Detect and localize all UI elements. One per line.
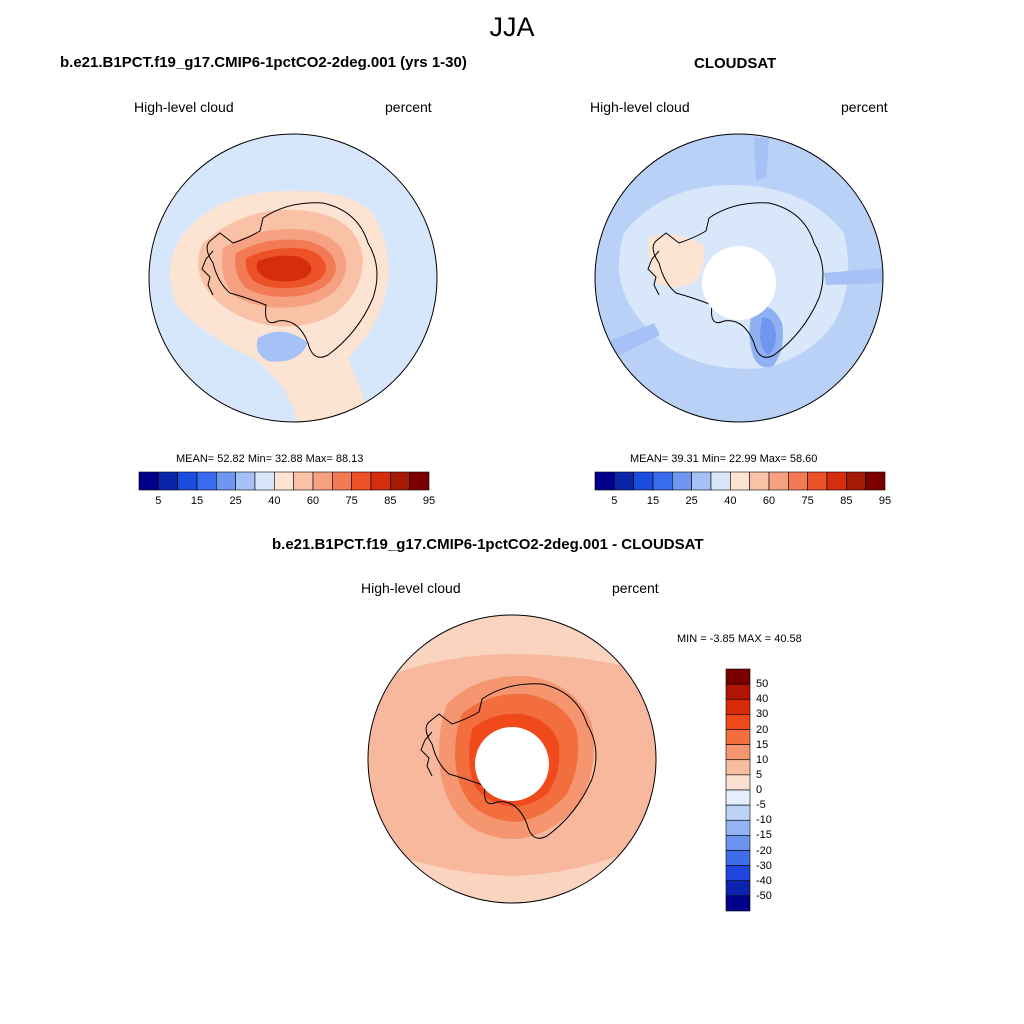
- model-colorbar-tick-label: 95: [422, 495, 436, 507]
- model-colorbar-ticks: 5 15 25 40 60 75 85 95: [139, 495, 435, 509]
- diff-colorbar-tick-label: -5: [756, 799, 766, 812]
- model-colorbar-swatch: [312, 471, 333, 491]
- obs-polar-map: [594, 133, 884, 423]
- model-colorbar-swatch: [332, 471, 352, 491]
- model-colorbar-swatch: [351, 471, 372, 491]
- model-antarctica-coastline: [206, 202, 378, 358]
- diff-stats: MIN = -3.85 MAX = 40.58: [677, 633, 802, 645]
- obs-colorbar-ticks: 5 15 25 40 60 75 85 95: [595, 495, 891, 509]
- model-colorbar: [138, 471, 430, 491]
- obs-colorbar-swatch: [865, 471, 886, 491]
- diff-colorbar-tick-label: 5: [756, 768, 763, 781]
- diff-colorbar-tick-label: -40: [756, 874, 772, 887]
- diff-panel-title: b.e21.B1PCT.f19_g17.CMIP6-1pctCO2-2deg.0…: [272, 536, 704, 553]
- model-colorbar-swatch: [293, 471, 314, 491]
- obs-colorbar-swatch: [730, 471, 750, 491]
- obs-peninsula-coastline: [647, 250, 660, 296]
- model-colorbar-swatch: [196, 471, 217, 491]
- obs-colorbar-swatch: [614, 471, 634, 491]
- model-peninsula-coastline: [201, 250, 214, 296]
- diff-polar-map: [367, 614, 657, 904]
- obs-colorbar-tick-label: 85: [840, 495, 853, 507]
- diff-colorbar: [725, 668, 751, 912]
- obs-colorbar-swatch: [691, 471, 712, 491]
- diff-peninsula-coastline: [420, 731, 433, 777]
- model-colorbar-tick-label: 5: [155, 495, 162, 507]
- diff-polar-gap: [475, 727, 549, 801]
- diff-colorbar-tick-label: 20: [756, 723, 769, 736]
- diff-colorbar-tick-label: -30: [756, 859, 772, 872]
- obs-colorbar-swatch: [672, 471, 692, 491]
- model-colorbar-swatch: [370, 471, 391, 491]
- obs-streak-1: [754, 138, 769, 181]
- diff-colorbar-tick-label: -50: [756, 889, 772, 902]
- obs-contour-60: [648, 234, 705, 287]
- model-colorbar-swatch: [409, 471, 430, 491]
- model-variable-label: High-level cloud: [134, 99, 234, 115]
- obs-colorbar-tick-label: 40: [724, 495, 737, 507]
- model-panel-title: b.e21.B1PCT.f19_g17.CMIP6-1pctCO2-2deg.0…: [60, 54, 467, 71]
- obs-polar-gap: [702, 246, 776, 320]
- diff-colorbar-tick-label: 30: [756, 708, 769, 721]
- obs-colorbar-swatch: [768, 471, 789, 491]
- obs-colorbar-swatch: [846, 471, 866, 491]
- model-colorbar-tick-label: 40: [268, 495, 281, 507]
- obs-colorbar-tick-label: 60: [762, 495, 776, 507]
- model-colorbar-tick-label: 25: [229, 495, 242, 507]
- diff-colorbar-tick-label: 0: [756, 784, 763, 796]
- obs-antarctica-coastline: [652, 202, 824, 358]
- model-polar-map: [148, 133, 438, 423]
- model-colorbar-swatch: [254, 471, 275, 491]
- diff-antarctica-coastline: [425, 683, 597, 839]
- model-colorbar-tick-label: 15: [190, 495, 204, 507]
- obs-colorbar-swatch: [652, 471, 673, 491]
- obs-colorbar-tick-label: 5: [611, 495, 618, 507]
- model-contour-low: [256, 331, 308, 362]
- model-colorbar-swatch: [390, 471, 410, 491]
- obs-colorbar-tick-label: 75: [801, 495, 814, 507]
- model-colorbar-swatch: [177, 471, 198, 491]
- diff-colorbar-tick-label: -15: [756, 829, 772, 842]
- obs-colorbar-swatch: [807, 471, 828, 491]
- model-colorbar-tick-label: 60: [306, 495, 320, 507]
- obs-colorbar-tick-label: 15: [646, 495, 660, 507]
- obs-colorbar-swatch: [710, 471, 731, 491]
- obs-contour-lowest: [760, 317, 776, 355]
- obs-streak-2: [824, 268, 883, 285]
- model-units-label: percent: [385, 99, 432, 115]
- diff-variable-label: High-level cloud: [361, 580, 461, 596]
- obs-panel-title: CLOUDSAT: [694, 55, 777, 72]
- obs-colorbar: [594, 471, 886, 491]
- model-stats: MEAN= 52.82 Min= 32.88 Max= 88.13: [176, 453, 364, 465]
- model-colorbar-tick-label: 75: [345, 495, 358, 507]
- main-title: JJA: [489, 12, 535, 42]
- obs-stats: MEAN= 39.31 Min= 22.99 Max= 58.60: [630, 453, 818, 465]
- obs-colorbar-swatch: [788, 471, 808, 491]
- obs-colorbar-swatch: [594, 471, 615, 491]
- diff-colorbar-tick-label: -20: [756, 844, 772, 857]
- obs-colorbar-tick-label: 25: [685, 495, 698, 507]
- diff-colorbar-tick-label: 15: [756, 738, 769, 751]
- obs-streak-3: [604, 323, 660, 359]
- model-contour-90: [256, 255, 312, 282]
- obs-colorbar-swatch: [633, 471, 654, 491]
- model-colorbar-swatch: [216, 471, 236, 491]
- model-colorbar-swatch: [274, 471, 294, 491]
- diff-colorbar-tick-label: 10: [756, 753, 769, 766]
- obs-colorbar-swatch: [826, 471, 847, 491]
- obs-units-label: percent: [841, 99, 888, 115]
- obs-colorbar-swatch: [749, 471, 770, 491]
- diff-units-label: percent: [612, 580, 659, 596]
- model-colorbar-swatch: [158, 471, 178, 491]
- obs-colorbar-tick-label: 95: [878, 495, 892, 507]
- obs-variable-label: High-level cloud: [590, 99, 690, 115]
- diff-colorbar-tick-label: -10: [756, 814, 772, 827]
- diff-colorbar-swatch: [725, 895, 751, 912]
- diff-colorbar-tick-label: 40: [756, 693, 769, 706]
- diff-colorbar-tick-label: 50: [756, 678, 769, 691]
- model-colorbar-tick-label: 85: [384, 495, 397, 507]
- model-colorbar-swatch: [235, 471, 256, 491]
- diff-colorbar-ticks: 50 40 30 20 15 10 5 0 -5 -10 -15 -20 -30 -40 -50: [726, 669, 796, 911]
- model-colorbar-swatch: [138, 471, 159, 491]
